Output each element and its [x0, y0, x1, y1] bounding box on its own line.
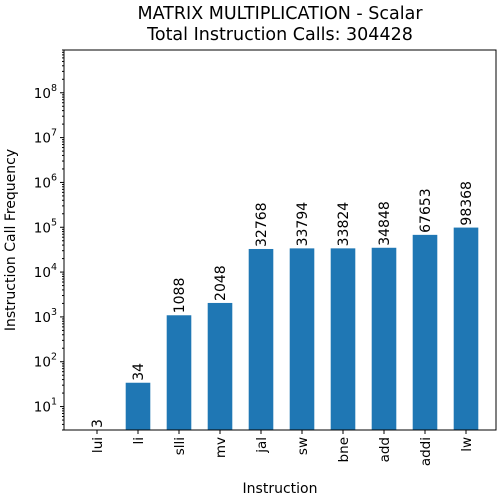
y-axis-ticks: 101 102 103 104 105 106 107 108 — [34, 49, 64, 431]
y-axis-label: Instruction Call Frequency — [3, 149, 19, 331]
bar-addi — [412, 234, 438, 430]
y-tick-label: 104 — [34, 262, 57, 281]
plot-frame — [63, 49, 497, 431]
bar-value-label: 34848 — [377, 201, 393, 246]
y-tick-label: 103 — [34, 307, 57, 326]
bar-add — [371, 247, 397, 430]
bars-group — [125, 227, 479, 430]
bar-value-label: 98368 — [459, 181, 475, 226]
bar-value-label: 34 — [131, 363, 147, 381]
chart-title: MATRIX MULTIPLICATION - Scalar — [137, 4, 423, 24]
x-axis-label: Instruction — [243, 481, 318, 497]
bar-li — [125, 382, 151, 430]
bar-mv — [207, 302, 233, 430]
bar-sw — [289, 248, 315, 430]
bar-jal — [248, 248, 274, 430]
x-tick-label: jal — [254, 437, 270, 454]
y-tick-label: 106 — [34, 172, 57, 191]
bar-value-label: 2048 — [213, 265, 229, 301]
chart-subtitle: Total Instruction Calls: 304428 — [146, 25, 413, 45]
bar-value-label: 3 — [90, 419, 106, 428]
x-tick-label: mv — [213, 437, 229, 458]
y-tick-label: 108 — [34, 83, 57, 102]
bar-value-label: 33824 — [336, 202, 352, 247]
x-tick-label: addi — [418, 437, 434, 466]
bar-slli — [166, 315, 192, 430]
x-tick-label: lui — [90, 437, 106, 453]
x-tick-label: slli — [172, 437, 188, 455]
bar-value-label: 67653 — [418, 188, 434, 233]
bar-labels-group: 3 34 1088 2048 32768 33794 33824 34848 67653 9836… — [90, 181, 475, 428]
x-axis-ticks: lui li slli mv jal sw bne add addi lw — [90, 430, 475, 466]
y-tick-label: 101 — [34, 397, 57, 416]
y-tick-label: 105 — [34, 217, 57, 236]
bar-value-label: 33794 — [295, 202, 311, 247]
x-tick-label: lw — [459, 437, 475, 452]
bar-value-label: 1088 — [172, 278, 188, 314]
bar-bne — [330, 248, 356, 430]
bar-value-label: 32768 — [254, 202, 270, 247]
y-tick-label: 102 — [34, 352, 57, 371]
x-tick-label: bne — [336, 437, 352, 462]
x-tick-label: add — [377, 437, 393, 462]
x-tick-label: sw — [295, 437, 311, 455]
bar-lw — [453, 227, 479, 430]
y-tick-label: 107 — [34, 128, 57, 147]
x-tick-label: li — [131, 437, 147, 445]
